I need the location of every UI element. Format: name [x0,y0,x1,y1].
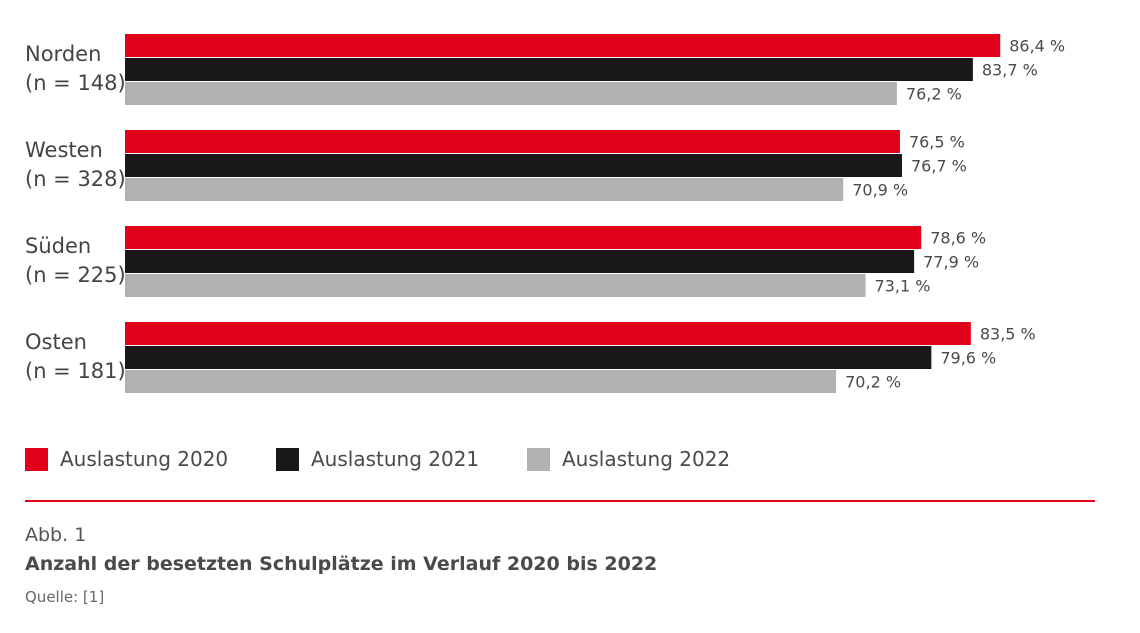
bar-norden-auslastung-2021 [125,58,973,81]
bar-sueden-auslastung-2020 [125,226,922,249]
bar-westen-auslastung-2022 [125,178,844,201]
bar-norden-auslastung-2020 [125,34,1001,57]
figure-source: Quelle: [1] [25,588,105,606]
category-sample-size: (n = 225) [25,263,126,287]
bar-osten-auslastung-2022 [125,370,837,393]
data-label-sueden-auslastung-2022: 73,1 % [875,277,931,296]
category-sample-size: (n = 148) [25,71,126,95]
category-name: Norden [25,42,102,66]
legend-item-2021: Auslastung 2021 [276,447,479,471]
figure-number: Abb. 1 [25,524,87,546]
bar-chart: 86,4 % 83,7 % 76,2 % 76,5 % 76,7 %70,9 % 78,6… [125,34,1065,393]
category-name: Süden [25,234,92,258]
data-label-sueden-auslastung-2021: 77,9 % [923,253,979,272]
data-label-westen-auslastung-2022: 70,9 % [852,181,908,200]
bar-sueden-auslastung-2022 [125,274,866,297]
data-label-norden-auslastung-2022: 76,2 % [906,85,962,104]
category-label-norden: Norden (n = 148) [25,40,126,98]
category-sample-size: (n = 328) [25,167,126,191]
bar-osten-auslastung-2020 [125,322,971,345]
category-label-westen: Westen (n = 328) [25,136,126,194]
data-label-sueden-auslastung-2020: 78,6 % [930,229,986,248]
legend-label: Auslastung 2022 [562,447,731,471]
bar-sueden-auslastung-2021 [125,250,915,273]
legend-item-2020: Auslastung 2020 [25,447,228,471]
category-label-sueden: Süden (n = 225) [25,232,126,290]
figure-title: Anzahl der besetzten Schulplätze im Verl… [25,553,658,575]
data-label-norden-auslastung-2020: 86,4 % [1009,37,1065,56]
data-label-norden-auslastung-2021: 83,7 % [982,61,1038,80]
caption-divider [25,500,1095,502]
legend-swatch-2021 [276,447,299,471]
category-name: Osten [25,330,87,354]
legend-label: Auslastung 2021 [311,447,480,471]
legend-swatch-2020 [25,447,48,471]
data-label-westen-auslastung-2020: 76,5 % [909,133,965,152]
category-sample-size: (n = 181) [25,359,126,383]
bar-osten-auslastung-2021 [125,346,932,369]
data-label-osten-auslastung-2022: 70,2 % [845,373,901,392]
data-label-osten-auslastung-2021: 79,6 % [940,349,996,368]
data-label-osten-auslastung-2020: 83,5 % [980,325,1036,344]
category-name: Westen [25,138,103,162]
bar-norden-auslastung-2022 [125,82,897,105]
bar-westen-auslastung-2020 [125,130,900,153]
legend-swatch-2022 [527,447,550,471]
legend-item-2022: Auslastung 2022 [527,447,730,471]
legend-label: Auslastung 2020 [60,447,229,471]
bar-westen-auslastung-2021 [125,154,902,177]
category-label-osten: Osten (n = 181) [25,328,126,386]
data-label-westen-auslastung-2021: 76,7 % [911,157,967,176]
